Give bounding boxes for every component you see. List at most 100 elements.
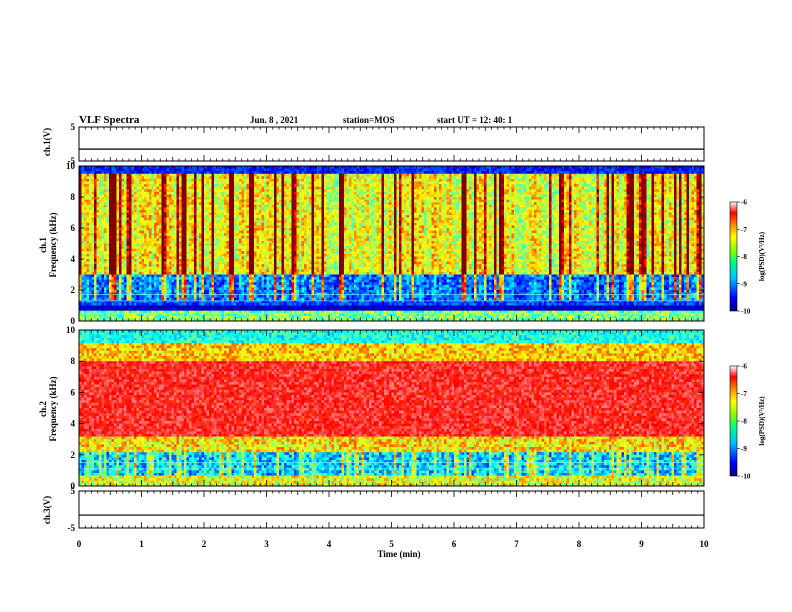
spectrogram-cell	[82, 251, 85, 254]
spectrogram-cell	[84, 251, 87, 254]
spectrogram-cell	[92, 213, 95, 216]
spectrogram-cell	[117, 262, 120, 265]
spectrogram-cell	[102, 171, 105, 174]
spectrogram-cell	[114, 295, 117, 298]
spectrogram-cell	[99, 187, 102, 190]
spectrogram-cell	[97, 262, 100, 265]
spectrogram-cell	[92, 236, 95, 239]
spectrogram-cell	[112, 241, 115, 244]
spectrogram-cell	[104, 277, 107, 280]
spectrogram-cell	[114, 184, 117, 187]
spectrogram-cell	[112, 269, 115, 272]
spectrogram-cell	[84, 290, 87, 293]
y-tick-label: 5	[71, 122, 76, 132]
spectrogram-cell	[112, 215, 115, 218]
spectrogram-cell	[97, 210, 100, 213]
spectrogram-cell	[97, 238, 100, 241]
spectrogram-cell	[109, 303, 112, 306]
spectrogram-cell	[102, 189, 105, 192]
spectrogram-cell	[117, 169, 120, 172]
spectrogram-cell	[99, 277, 102, 280]
spectrogram-cell	[114, 233, 117, 236]
spectrogram-cell	[112, 207, 115, 210]
spectrogram-cell	[107, 202, 110, 205]
spectrogram-cell	[117, 303, 120, 306]
spectrogram-cell	[82, 259, 85, 262]
spectrogram-cell	[82, 285, 85, 288]
spectrogram-cell	[87, 246, 90, 249]
spectrogram-cell	[99, 200, 102, 203]
spectrogram-cell	[87, 306, 90, 309]
spectrogram-cell	[117, 197, 120, 200]
spectrogram-cell	[107, 285, 110, 288]
spectrogram-cell	[82, 171, 85, 174]
spectrogram-cell	[114, 241, 117, 244]
spectrogram-cell	[107, 262, 110, 265]
spectrogram-cell	[99, 249, 102, 252]
spectrogram-cell	[87, 210, 90, 213]
spectrogram-cell	[107, 290, 110, 293]
spectrogram-cell	[102, 244, 105, 247]
spectrogram-cell	[112, 277, 115, 280]
spectrogram-cell	[107, 236, 110, 239]
spectrogram-cell	[104, 210, 107, 213]
spectrogram-cell	[112, 169, 115, 172]
spectrogram-cell	[117, 313, 120, 316]
spectrogram-cell	[102, 223, 105, 226]
spectrogram-cell	[92, 218, 95, 221]
spectrogram-cell	[102, 184, 105, 187]
spectrogram-cell	[99, 275, 102, 278]
spectrogram-cell	[112, 231, 115, 234]
spectrogram-cell	[92, 233, 95, 236]
spectrogram-cell	[87, 262, 90, 265]
spectrogram-cell	[89, 264, 92, 267]
spectrogram-cell	[104, 256, 107, 259]
spectrogram-cell	[102, 287, 105, 290]
spectrogram-cell	[87, 316, 90, 319]
spectrogram-cell	[97, 308, 100, 311]
spectrogram-cell	[107, 233, 110, 236]
spectrogram-cell	[89, 290, 92, 293]
spectrogram-cell	[97, 282, 100, 285]
spectrogram-cell	[92, 244, 95, 247]
spectrogram-cell	[89, 220, 92, 223]
spectrogram-cell	[97, 280, 100, 283]
spectrogram-cell	[94, 246, 97, 249]
spectrogram-cell	[89, 233, 92, 236]
spectrogram-cell	[82, 282, 85, 285]
spectrogram-cell	[107, 308, 110, 311]
spectrogram-cell	[104, 298, 107, 301]
spectrogram-cell	[92, 228, 95, 231]
spectrogram-cell	[87, 295, 90, 298]
spectrogram-cell	[117, 189, 120, 192]
spectrogram-cell	[104, 213, 107, 216]
spectrogram-cell	[99, 308, 102, 311]
spectrogram-cell	[117, 269, 120, 272]
spectrogram-cell	[82, 179, 85, 182]
spectrogram-cell	[114, 285, 117, 288]
spectrogram-cell	[114, 306, 117, 309]
spectrogram-cell	[112, 192, 115, 195]
spectrogram-cell	[84, 282, 87, 285]
spectrogram-cell	[92, 298, 95, 301]
spectrogram-cell	[87, 256, 90, 259]
spectrogram-cell	[94, 285, 97, 288]
spectrogram-cell	[104, 306, 107, 309]
spectrogram-cell	[117, 236, 120, 239]
spectrogram-cell	[84, 207, 87, 210]
spectrogram-cell	[102, 174, 105, 177]
spectrogram-cell	[99, 267, 102, 270]
spectrogram-cell	[104, 197, 107, 200]
spectrogram-cell	[89, 306, 92, 309]
spectrogram-cell	[94, 231, 97, 234]
spectrogram-cell	[107, 313, 110, 316]
spectrogram-cell	[104, 179, 107, 182]
spectrogram-cell	[109, 197, 112, 200]
spectrogram-cell	[104, 272, 107, 275]
spectrogram-cell	[97, 267, 100, 270]
spectrogram-cell	[112, 275, 115, 278]
spectrogram-cell	[87, 174, 90, 177]
spectrogram-cell	[114, 200, 117, 203]
spectrogram-cell	[87, 233, 90, 236]
spectrogram-cell	[92, 267, 95, 270]
